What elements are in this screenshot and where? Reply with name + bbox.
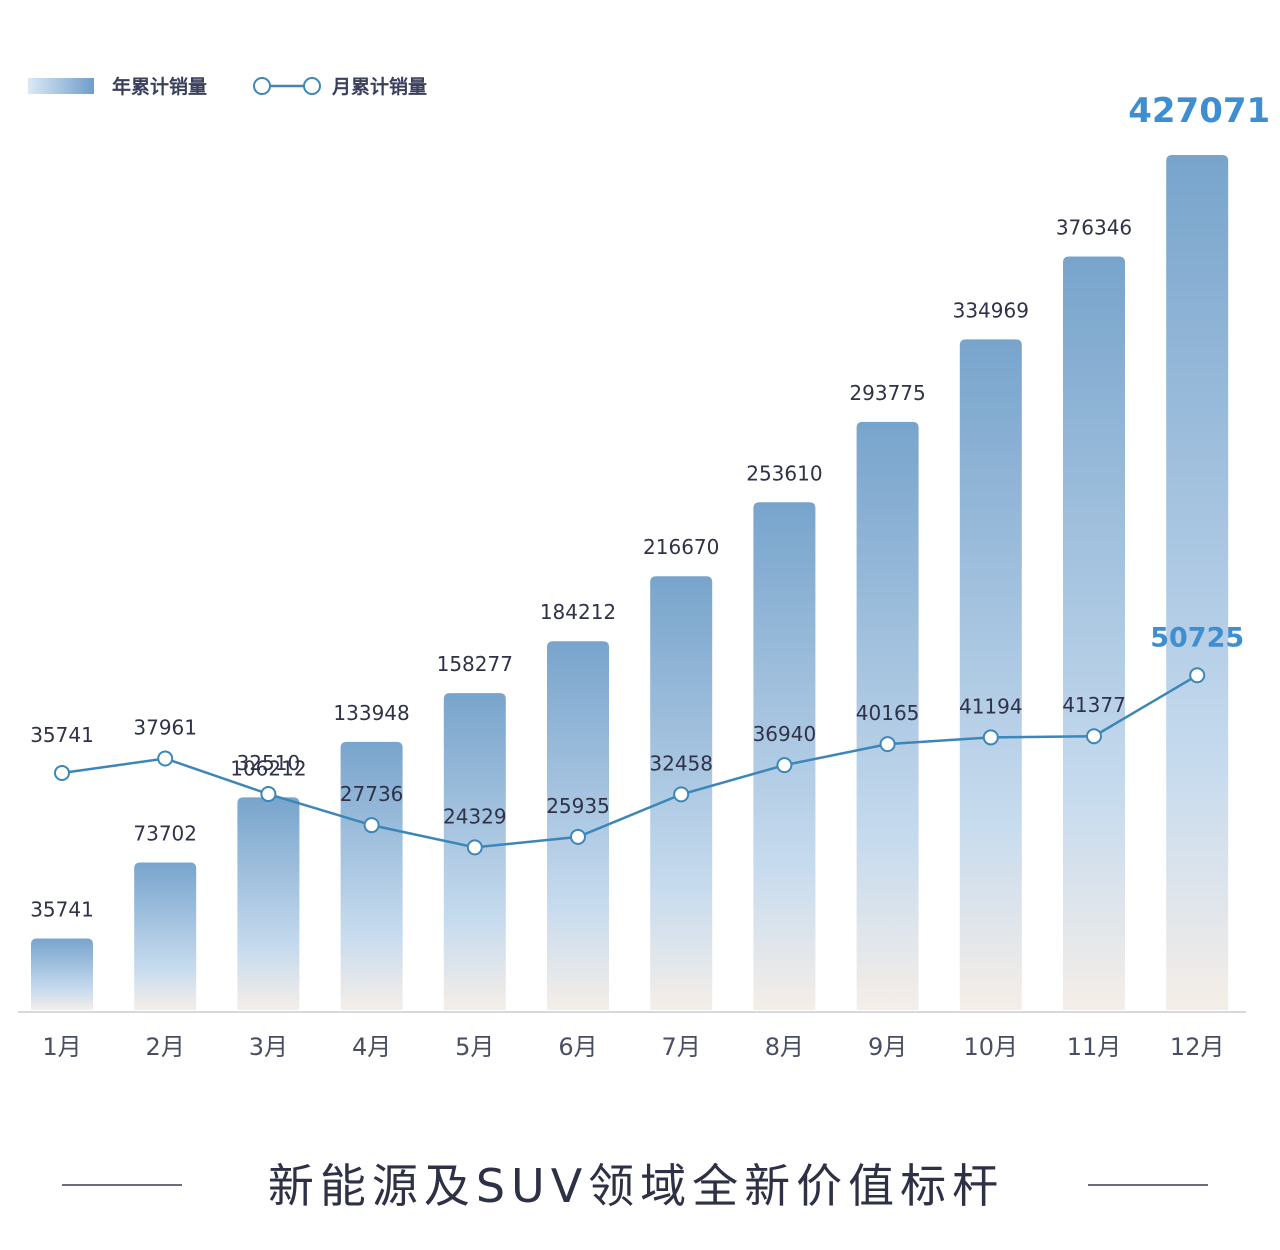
bar-value-label: 216670 [643, 535, 719, 559]
x-axis-ticks: 1月 2月 3月 4月 5月 6月 7月 8月 9月 10月 11月 12月 [42, 1033, 1224, 1061]
x-tick-label: 1月 [42, 1033, 81, 1061]
bar-1 [31, 938, 93, 1010]
line-value-label: 32510 [237, 751, 301, 775]
x-tick-label: 7月 [662, 1033, 701, 1061]
legend-line-marker-left [253, 77, 271, 95]
bar-value-label: 35741 [30, 897, 94, 921]
line-point-11 [1086, 728, 1102, 745]
line-value-label: 37961 [133, 715, 197, 739]
bar-10 [959, 339, 1022, 1010]
bar-value-label: 158277 [437, 652, 513, 676]
line-value-labels: 35741 37961 32510 27736 24329 25935 32458 36940… [30, 622, 1244, 828]
line-value-label: 32458 [649, 751, 713, 775]
x-tick-label: 6月 [558, 1033, 597, 1061]
legend: 年累计销量 月累计销量 [28, 75, 427, 98]
bar-11 [1063, 256, 1125, 1011]
line-value-label: 41194 [959, 694, 1023, 718]
line-value-label: 35741 [30, 723, 94, 747]
line-point-10 [982, 729, 999, 746]
line-point-6 [570, 828, 586, 845]
bar-6 [547, 641, 609, 1010]
x-tick-label: 10月 [964, 1033, 1019, 1061]
line-series [54, 667, 1206, 856]
bar-9 [856, 421, 919, 1010]
line-value-label: 40165 [856, 701, 920, 725]
bar-value-label: 334969 [953, 298, 1029, 322]
footer: 新能源及SUV领域全新价值标杆 [62, 1159, 1208, 1213]
legend-line-marker-right [303, 77, 321, 95]
bar-value-label: 376346 [1056, 216, 1132, 240]
bar-12 [1166, 155, 1229, 1010]
line-value-label: 50725 [1150, 622, 1244, 653]
bar-2 [134, 862, 197, 1010]
line-point-5 [466, 839, 483, 856]
bar-3 [237, 797, 300, 1010]
bar-value-label: 427071 [1128, 91, 1270, 131]
line-path [61, 674, 1198, 849]
line-point-2 [157, 750, 174, 767]
bar-value-label: 253610 [746, 461, 822, 485]
x-tick-label: 11月 [1067, 1033, 1122, 1061]
line-point-8 [776, 757, 793, 774]
legend-line-label: 月累计销量 [331, 75, 427, 98]
bar-value-label: 184212 [540, 600, 616, 624]
line-value-label: 27736 [340, 782, 404, 806]
x-tick-label: 5月 [455, 1033, 494, 1061]
x-tick-label: 12月 [1170, 1033, 1225, 1061]
line-value-label: 24329 [443, 804, 507, 828]
footer-title: 新能源及SUV领域全新价值标杆 [268, 1159, 1004, 1213]
bar-value-label: 293775 [849, 381, 925, 405]
line-point-7 [673, 786, 690, 803]
legend-bar-swatch [28, 78, 94, 94]
line-point-12 [1189, 667, 1206, 684]
x-tick-label: 4月 [352, 1033, 391, 1061]
legend-bar-label: 年累计销量 [112, 75, 207, 98]
bar-series [31, 155, 1229, 1011]
line-value-label: 25935 [546, 794, 610, 818]
line-value-label: 36940 [753, 722, 817, 746]
bar-8 [753, 502, 816, 1010]
line-point-4 [363, 817, 380, 834]
bar-value-label: 73702 [133, 821, 197, 845]
line-point-1 [54, 764, 70, 781]
x-tick-label: 8月 [765, 1033, 804, 1061]
x-tick-label: 2月 [146, 1033, 185, 1061]
bar-value-labels: 35741 73702 106212 133948 158277 184212 216670… [30, 91, 1270, 921]
bar-4 [340, 741, 403, 1010]
line-point-3 [260, 786, 277, 803]
line-point-9 [879, 736, 896, 753]
bar-value-label: 133948 [333, 701, 409, 725]
bar-value-label: 106212 [230, 756, 306, 780]
x-tick-label: 3月 [249, 1033, 288, 1061]
line-value-label: 41377 [1062, 693, 1126, 717]
x-tick-label: 9月 [868, 1033, 907, 1061]
